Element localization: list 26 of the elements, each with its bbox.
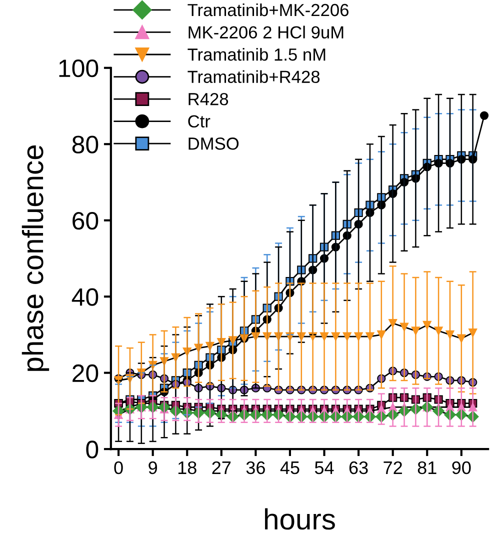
legend-label: Ctr (188, 115, 210, 128)
legend-label: R428 (188, 92, 228, 106)
x-tick-label: 27 (212, 461, 231, 474)
y-tick-label: 40 (72, 288, 98, 306)
legend-label: Tramatinib 1.5 nM (188, 48, 326, 61)
legend-label: DMSO (188, 137, 239, 150)
x-tick-label: 18 (178, 461, 196, 474)
y-axis-title: phase confluence (22, 145, 50, 371)
x-axis-title: hours (265, 508, 335, 530)
x-tick-label: 81 (418, 461, 436, 474)
legend-label: MK-2206 2 HCl 9uM (188, 26, 344, 38)
x-tick-label: 72 (384, 461, 402, 474)
legend-label: Tramatinib+MK-2206 (188, 3, 348, 16)
x-tick-label: 54 (314, 462, 334, 474)
x-tick-label: 90 (452, 461, 471, 474)
y-tick-label: 0 (86, 440, 98, 458)
legend-label: Tramatinib+R428 (188, 70, 320, 84)
x-tick-label: 9 (148, 461, 157, 474)
y-tick-label: 20 (72, 364, 98, 382)
y-tick-label: 80 (72, 136, 98, 154)
x-tick-label: 45 (280, 462, 300, 474)
y-tick-label: 100 (59, 59, 98, 78)
x-tick-label: 63 (349, 461, 368, 474)
x-tick-label: 0 (114, 461, 123, 474)
y-tick-label: 60 (72, 212, 98, 230)
x-tick-label: 36 (246, 461, 265, 474)
